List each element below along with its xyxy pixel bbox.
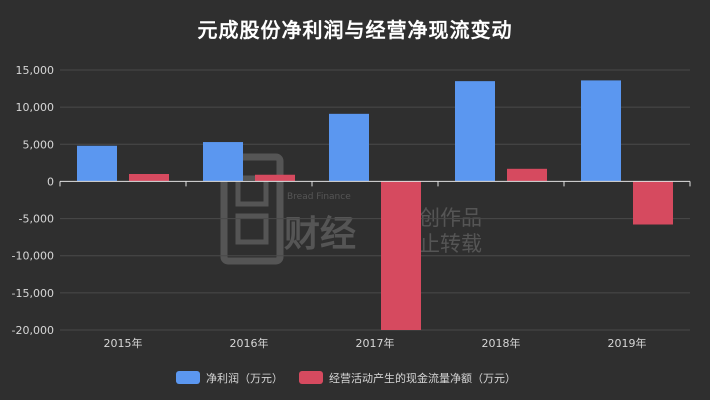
bars [77, 80, 673, 330]
bar-operating-cashflow [381, 181, 421, 330]
legend: 净利润（万元） 经营活动产生的现金流量净额（万元） [176, 371, 516, 385]
legend-label: 经营活动产生的现金流量净额（万元） [329, 371, 516, 385]
bar-net-profit [203, 142, 243, 182]
bar-operating-cashflow [129, 174, 169, 182]
y-tick-label: -5,000 [19, 213, 54, 226]
y-tick-label: 0 [47, 175, 54, 188]
bar-operating-cashflow [255, 174, 295, 182]
axes: -20,000 -15,000 -10,000 -5,000 0 5,000 10,000 1… [12, 64, 691, 350]
y-tick-label: -10,000 [12, 250, 54, 263]
watermark-brand-cn: 财经 [284, 214, 356, 255]
watermark-brand-en: Bread Finance [287, 192, 351, 202]
y-tick-label: 15,000 [16, 64, 55, 77]
watermark-logo-icon [220, 153, 284, 265]
bar-net-profit [77, 145, 117, 182]
y-tick-label: -15,000 [12, 287, 54, 300]
bar-operating-cashflow [507, 168, 547, 182]
x-tick-label: 2016年 [230, 336, 269, 350]
bar-operating-cashflow [633, 181, 673, 225]
x-tick-label: 2017年 [356, 336, 395, 350]
legend-swatch [299, 371, 323, 384]
bar-net-profit [581, 80, 621, 182]
legend-swatch [176, 371, 200, 384]
bar-net-profit [329, 113, 369, 182]
chart-title: 元成股份净利润与经营净现流变动 [197, 18, 513, 42]
legend-label: 净利润（万元） [206, 371, 283, 385]
x-tick-label: 2015年 [104, 336, 143, 350]
x-tick-label: 2019年 [608, 336, 647, 350]
bar-net-profit [455, 81, 495, 182]
y-tick-label: -20,000 [12, 324, 54, 337]
y-tick-label: 5,000 [23, 138, 55, 151]
x-tick-label: 2018年 [482, 336, 521, 350]
y-tick-label: 10,000 [16, 101, 55, 114]
